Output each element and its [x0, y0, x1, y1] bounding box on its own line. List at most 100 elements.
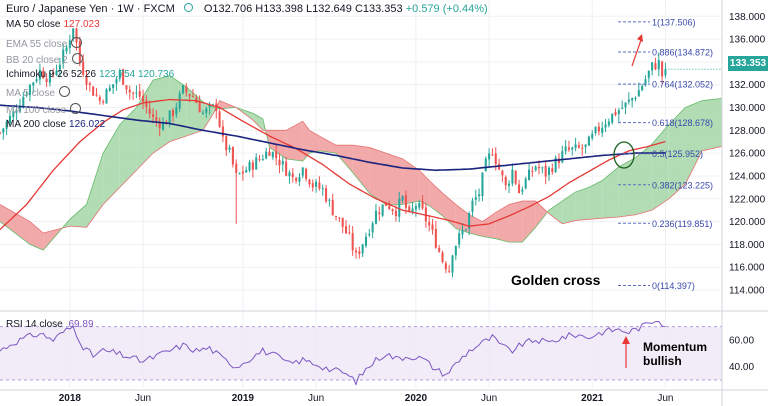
candle-body [348, 232, 351, 234]
change-readout: +0.579 (+0.44%) [405, 3, 488, 15]
candle-body [248, 161, 251, 171]
candle-body [15, 111, 18, 113]
legend-row[interactable]: MA 200 close 126.022 [6, 119, 105, 130]
cloud-segment [186, 86, 203, 137]
candle-body [201, 112, 204, 114]
candle-body [301, 167, 304, 176]
candle-body [571, 147, 574, 150]
candle-body [58, 64, 61, 70]
candle-body [637, 90, 640, 97]
candle-body [105, 89, 108, 104]
rsi-tick-label: 60.00 [729, 336, 754, 347]
legend-label: Ichimoku 9 26 52 26 [6, 68, 97, 80]
senkou-span-a [0, 75, 723, 251]
candle-body [527, 169, 531, 180]
rsi-panel: 40.00 60.00 [0, 320, 754, 386]
annotations-overlay [613, 34, 722, 368]
candle-body [148, 108, 151, 114]
candle-body [142, 95, 145, 102]
candle-body [368, 233, 371, 236]
candle-body [321, 188, 324, 190]
price-arrow-head [637, 34, 643, 42]
candle-body [358, 251, 361, 254]
candle-body [444, 263, 447, 270]
candle-body [185, 86, 188, 93]
candle-body [448, 270, 451, 272]
candle-body [82, 61, 85, 75]
hidden-eye-icon[interactable] [71, 36, 83, 48]
candle-body [138, 90, 141, 97]
candle-body [521, 189, 524, 192]
candle-body [335, 215, 338, 217]
candle-body [22, 97, 25, 107]
market-status-icon [183, 3, 193, 12]
hidden-eye-icon[interactable] [58, 86, 70, 98]
candle-body [594, 126, 597, 134]
candle-body [255, 157, 258, 170]
candle-body [178, 93, 181, 109]
candle-body [5, 121, 8, 129]
candle-body [651, 62, 654, 71]
candle-body [404, 195, 407, 208]
hidden-eye-icon[interactable] [71, 53, 83, 65]
candle-body [414, 205, 417, 210]
golden-cross-label: Golden cross [511, 272, 601, 288]
candle-body [221, 126, 224, 137]
candle-body [238, 173, 241, 175]
candle-body [624, 102, 627, 108]
cloud-segment [562, 191, 576, 224]
legend-label: MA 50 close [6, 19, 61, 30]
candle-body [98, 97, 101, 101]
candle-body [524, 178, 527, 189]
legend-row[interactable]: MA 100 close [6, 102, 82, 116]
candle-body [458, 233, 461, 245]
legend-row[interactable]: MA 5 close [6, 85, 70, 99]
legend-row[interactable]: Ichimoku 9 26 52 26 123.754 120.736 [6, 69, 174, 80]
candle-body [181, 85, 185, 94]
candle-body [135, 92, 138, 94]
candle-body [664, 69, 667, 76]
x-tick-label: Jun [481, 393, 497, 404]
cloud-segment [618, 157, 636, 218]
candle-body [288, 172, 291, 177]
candle-body [647, 70, 650, 78]
candle-body [92, 86, 95, 96]
hidden-eye-icon[interactable] [70, 103, 82, 114]
cloud-segment [0, 204, 30, 245]
candle-body [85, 76, 88, 85]
rsi-line [0, 320, 666, 386]
candle-body [591, 133, 594, 139]
legend-row[interactable]: MA 50 close 127.023 [6, 19, 100, 30]
legend-label: BB 20 close 2 [6, 55, 68, 67]
candle-body [162, 122, 165, 130]
legend-row[interactable]: BB 20 close 2 [6, 52, 83, 66]
candle-body [441, 252, 444, 263]
cloud-segment [635, 144, 653, 215]
legend-row[interactable]: EMA 55 close [6, 36, 83, 50]
candle-body [488, 153, 491, 160]
candle-body [291, 173, 294, 178]
x-tick-label: Jun [135, 393, 151, 404]
cloud-segment [602, 166, 619, 219]
candle-body [418, 202, 421, 208]
ma50-line [0, 98, 666, 231]
cloud-segment [495, 204, 510, 243]
candle-body [65, 47, 68, 52]
candle-body [398, 198, 401, 217]
candle-body [478, 194, 481, 196]
candle-body [541, 167, 544, 169]
symbol-title[interactable]: Euro / Japanese Yen · 1W · FXCM [6, 3, 175, 15]
rsi-legend[interactable]: RSI 14 close 69.89 [6, 319, 94, 330]
candle-body [411, 208, 414, 212]
candle-body [611, 113, 614, 123]
x-tick-label: 2020 [405, 393, 428, 404]
candle-body [408, 206, 411, 212]
candle-body [601, 127, 604, 134]
candle-body [128, 89, 131, 93]
rsi-arrow-head [622, 336, 630, 344]
price-tick-label: 136.000 [729, 35, 766, 46]
momentum-label: Momentum bullish [643, 340, 707, 368]
price-tick-label: 114.000 [729, 286, 765, 297]
candle-body [434, 228, 437, 248]
